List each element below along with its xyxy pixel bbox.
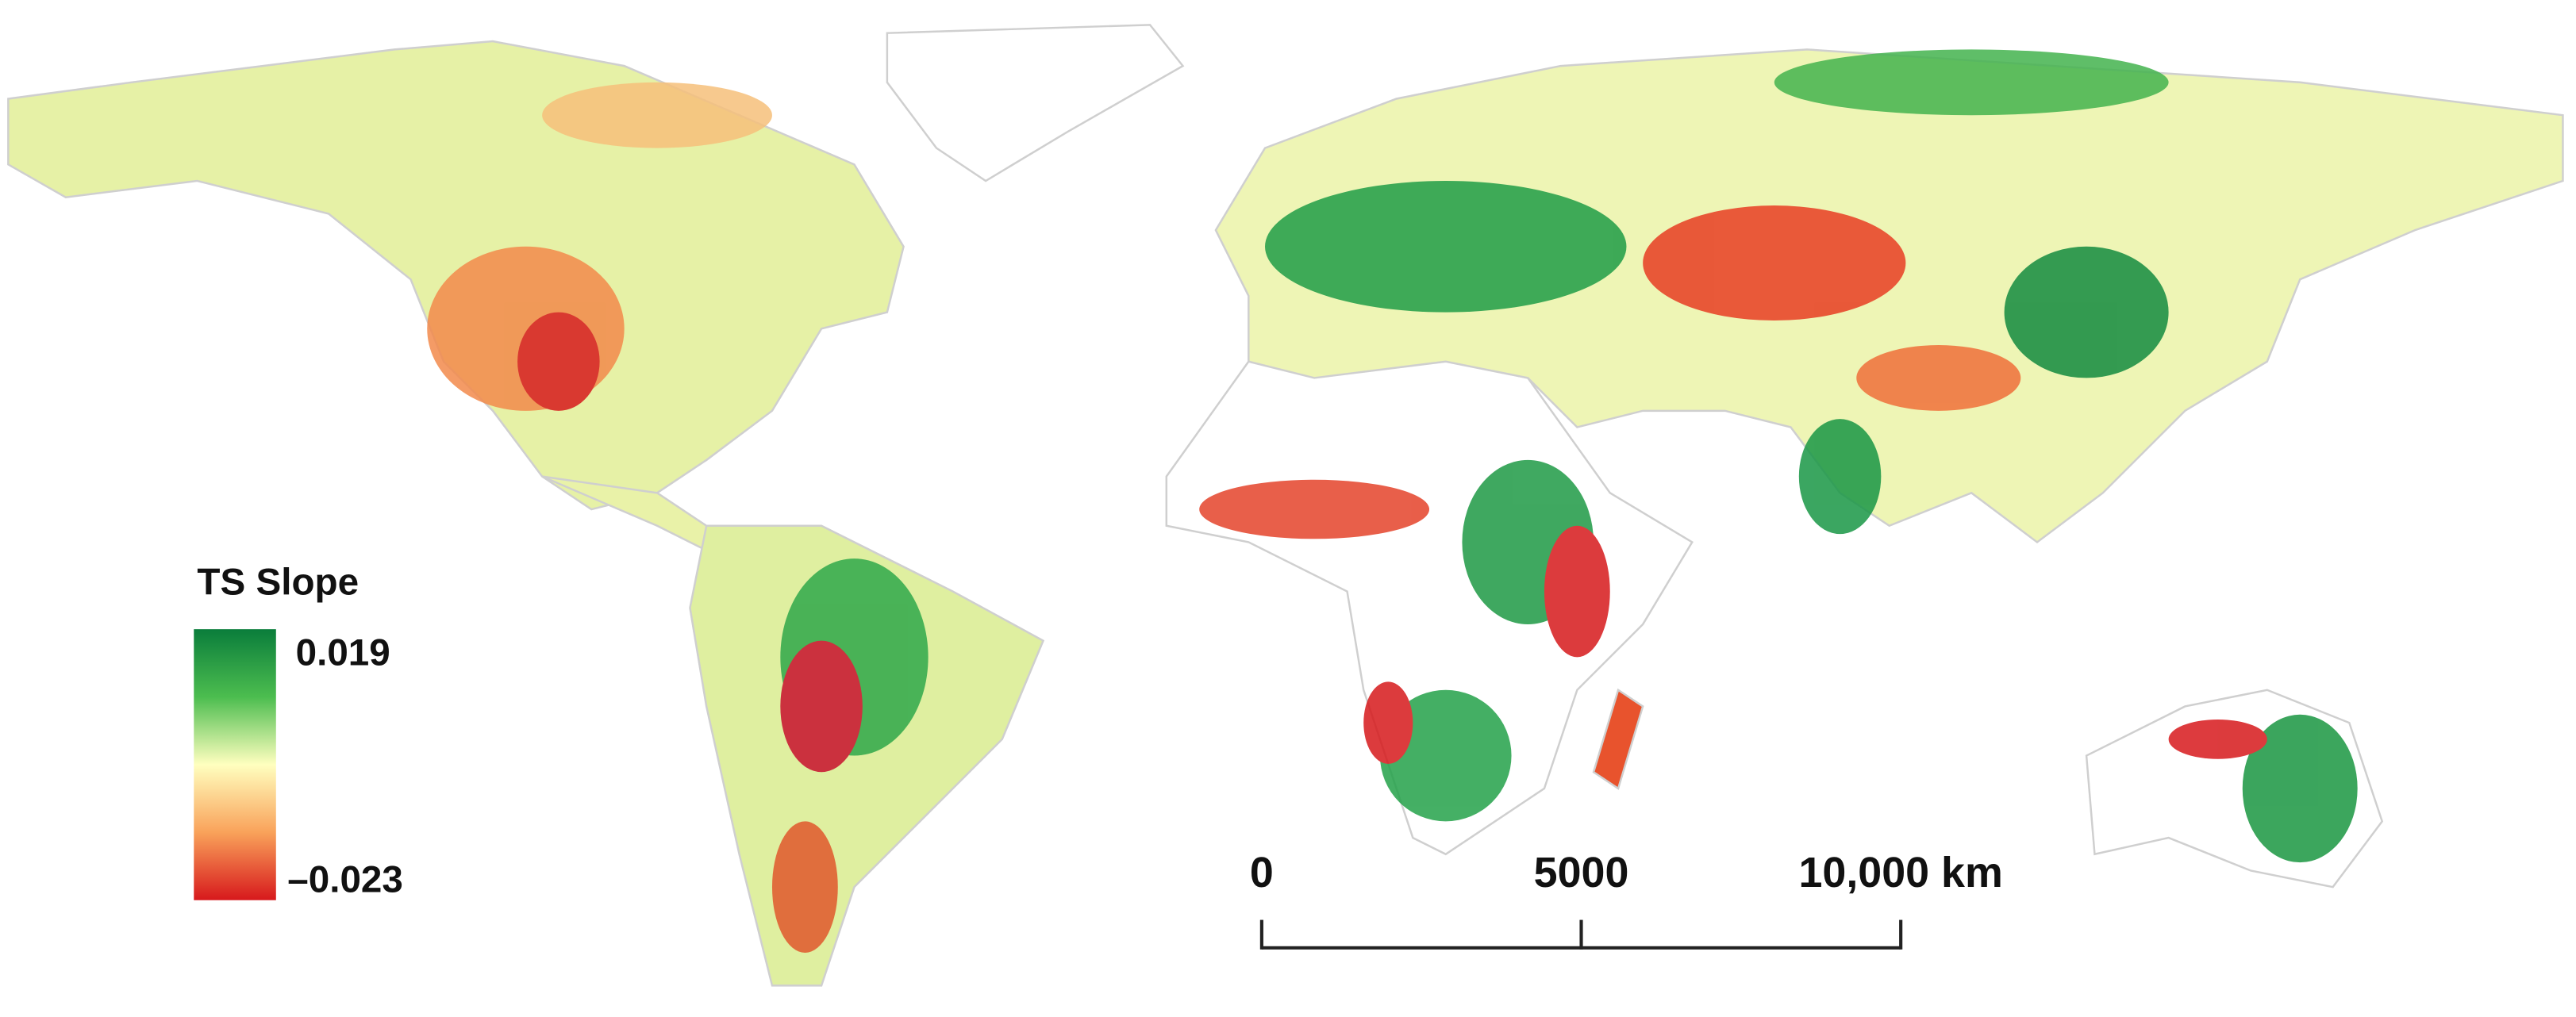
legend-title: TS Slope <box>197 562 359 604</box>
patch <box>1774 49 2169 116</box>
scale-label: 10,000 km <box>1799 849 2003 896</box>
patch <box>1363 681 1413 764</box>
legend-max: 0.019 <box>296 632 390 674</box>
patch <box>1199 479 1430 539</box>
patch <box>771 821 838 953</box>
patch <box>2004 246 2169 378</box>
patch <box>780 640 863 773</box>
madagascar <box>1592 688 1644 790</box>
legend-min: –0.023 <box>287 858 403 900</box>
patch <box>2242 714 2358 863</box>
patch <box>1265 181 1627 313</box>
patch <box>1544 525 1610 658</box>
legend-colorbar <box>194 629 276 900</box>
slope-patches <box>427 49 2358 953</box>
scale-label: 0 <box>1250 849 1274 896</box>
patch <box>1798 419 1882 535</box>
patch <box>517 312 600 411</box>
patch <box>2168 720 2267 759</box>
scale-bar <box>1259 919 1903 950</box>
patch <box>542 82 772 148</box>
scale-label: 5000 <box>1534 849 1629 896</box>
greenland <box>886 24 1185 182</box>
patch <box>1856 345 2021 411</box>
patch <box>1643 205 1906 320</box>
